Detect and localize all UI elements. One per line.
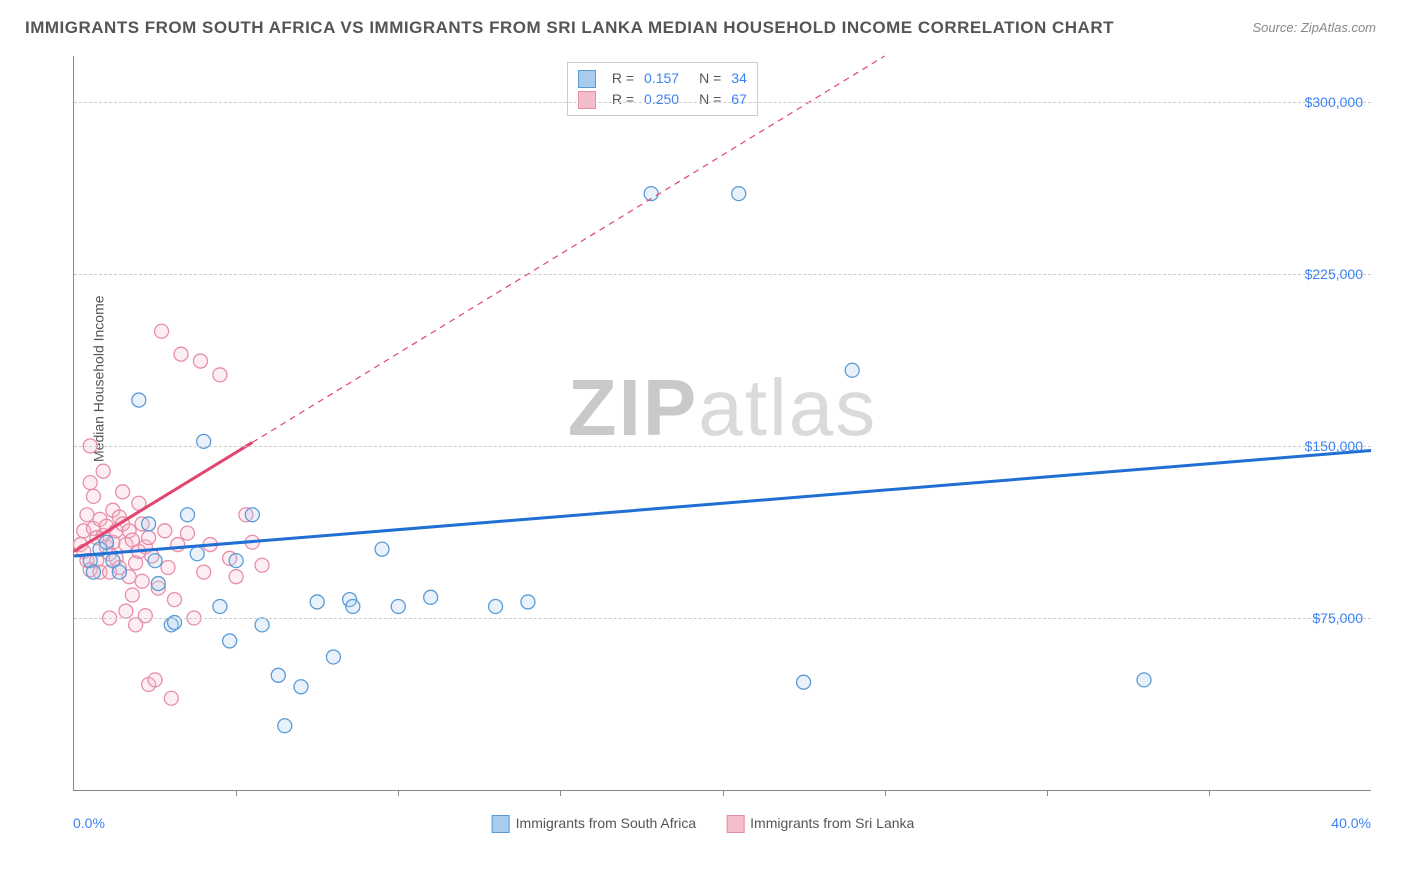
plot-wrap: Median Household Income ZIPatlas R =0.15… [25,46,1381,861]
stats-row: R = 0.250 N = 67 [578,89,747,110]
scatter-point [142,517,156,531]
stat-n-label: N = [699,68,721,89]
trend-line-solid [74,451,1371,557]
scatter-point [116,485,130,499]
scatter-point [193,354,207,368]
legend-item: Immigrants from Sri Lanka [726,815,914,833]
scatter-point [168,593,182,607]
y-tick-label: $225,000 [1305,266,1363,282]
legend-label: Immigrants from Sri Lanka [750,815,914,831]
gridline [74,274,1371,275]
stat-r-value: 0.157 [644,68,679,89]
stat-r-label: R = [612,89,634,110]
x-axis-max-label: 40.0% [1331,815,1371,831]
x-tick [1209,790,1210,796]
stat-n-label: N = [699,89,721,110]
scatter-point [375,542,389,556]
gridline [74,102,1371,103]
scatter-point [138,609,152,623]
stats-row: R = 0.157 N = 34 [578,68,747,89]
scatter-point [96,464,110,478]
scatter-point [142,531,156,545]
legend-swatch [726,815,744,833]
scatter-point [1137,673,1151,687]
scatter-point [155,324,169,338]
scatter-point [86,565,100,579]
scatter-point [161,561,175,575]
source-attribution: Source: ZipAtlas.com [1252,20,1376,35]
scatter-point [346,600,360,614]
scatter-point [391,600,405,614]
y-tick-label: $150,000 [1305,438,1363,454]
scatter-point [132,393,146,407]
scatter-point [424,590,438,604]
x-axis-min-label: 0.0% [73,815,105,831]
scatter-point [99,535,113,549]
stat-r-value: 0.250 [644,89,679,110]
scatter-point [164,691,178,705]
scatter-point [271,668,285,682]
y-tick-label: $300,000 [1305,94,1363,110]
scatter-point [119,604,133,618]
x-tick [1047,790,1048,796]
gridline [74,446,1371,447]
scatter-point [190,547,204,561]
stats-legend-box: R = 0.157 N = 34 R = 0.250 N = 67 [567,62,758,116]
legend-swatch [492,815,510,833]
series-swatch [578,91,596,109]
scatter-point [326,650,340,664]
scatter-point [86,489,100,503]
legend-item: Immigrants from South Africa [492,815,697,833]
scatter-point [197,565,211,579]
scatter-point [174,347,188,361]
scatter-point [213,600,227,614]
scatter-point [158,524,172,538]
scatter-point [255,558,269,572]
scatter-point [83,476,97,490]
stat-r-label: R = [612,68,634,89]
scatter-point [180,508,194,522]
series-swatch [578,70,596,88]
scatter-point [797,675,811,689]
scatter-point [294,680,308,694]
stat-n-value: 67 [731,89,747,110]
scatter-point [112,565,126,579]
gridline [74,618,1371,619]
stat-n-value: 34 [731,68,747,89]
legend-bottom: Immigrants from South Africa Immigrants f… [492,815,915,833]
scatter-point [489,600,503,614]
scatter-point [180,526,194,540]
scatter-point [151,577,165,591]
scatter-point [148,673,162,687]
scatter-point [80,508,94,522]
scatter-point [845,363,859,377]
scatter-point [213,368,227,382]
plot-area: ZIPatlas R =0.157N =34R =0.250N =67 $75,… [73,56,1371,791]
scatter-point [278,719,292,733]
x-tick [236,790,237,796]
scatter-point [229,554,243,568]
scatter-point [148,554,162,568]
scatter-point [229,570,243,584]
scatter-point [521,595,535,609]
scatter-point [310,595,324,609]
x-tick [723,790,724,796]
scatter-point [223,634,237,648]
scatter-point [135,574,149,588]
legend-label: Immigrants from South Africa [516,815,697,831]
y-tick-label: $75,000 [1312,610,1363,626]
scatter-point [245,508,259,522]
x-tick [398,790,399,796]
x-tick [560,790,561,796]
scatter-point [255,618,269,632]
scatter-svg [74,56,1371,790]
x-tick [885,790,886,796]
scatter-point [732,187,746,201]
scatter-point [125,588,139,602]
chart-title: IMMIGRANTS FROM SOUTH AFRICA VS IMMIGRAN… [25,18,1381,38]
